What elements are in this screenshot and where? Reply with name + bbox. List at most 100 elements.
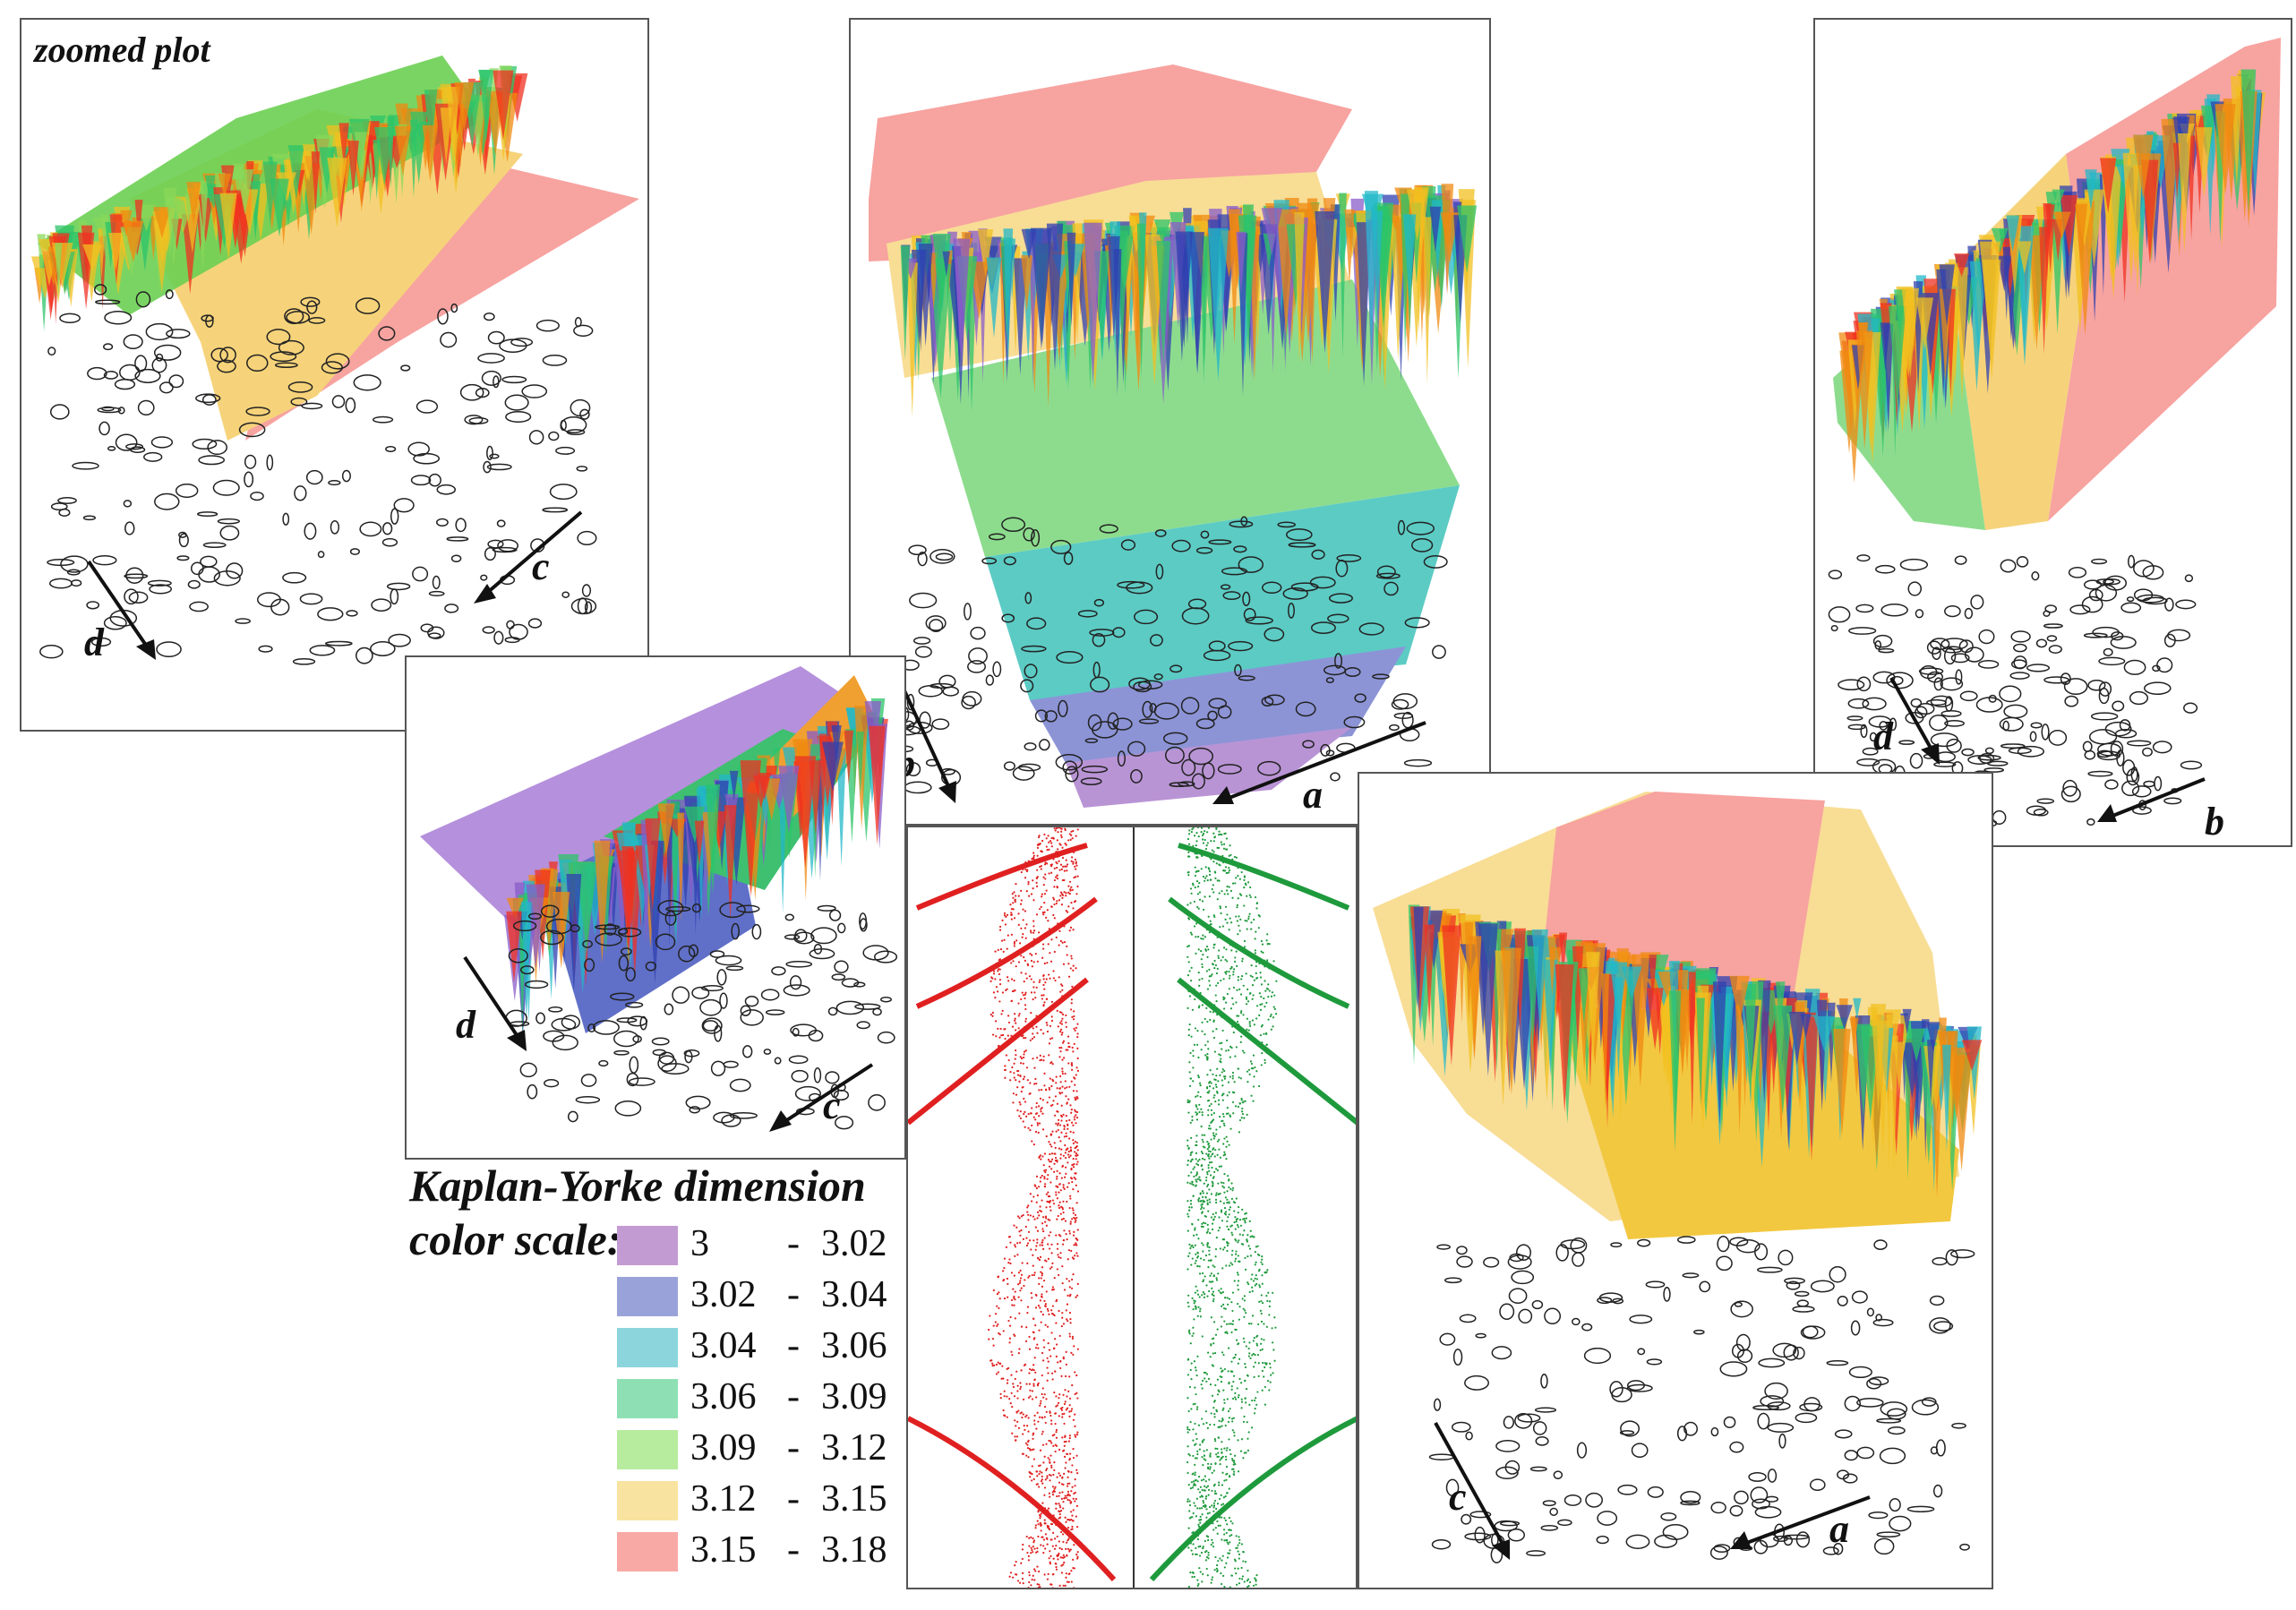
bifurcation-point xyxy=(1049,863,1052,866)
bifurcation-point xyxy=(1057,831,1059,834)
bifurcation-point xyxy=(1194,1366,1197,1369)
bifurcation-point xyxy=(1203,1207,1205,1210)
bifurcation-point xyxy=(1221,1503,1225,1505)
bifurcation-point xyxy=(1026,1079,1029,1082)
bifurcation-point xyxy=(1270,1028,1272,1031)
contour-line xyxy=(166,329,191,339)
bifurcation-point xyxy=(1238,1205,1240,1209)
contour-line xyxy=(446,536,469,542)
bifurcation-point xyxy=(1240,1566,1243,1570)
bifurcation-point xyxy=(1232,971,1235,973)
bifurcation-point xyxy=(1038,1583,1041,1586)
surface-spike xyxy=(394,125,412,176)
bifurcation-point xyxy=(1206,1057,1209,1059)
bifurcation-point xyxy=(1050,1243,1053,1246)
bifurcation-point xyxy=(1227,1112,1229,1115)
bifurcation-point xyxy=(1209,1018,1212,1022)
bifurcation-point xyxy=(1053,867,1056,869)
bifurcation-point xyxy=(1022,919,1024,921)
bifurcation-point xyxy=(1188,829,1191,832)
bifurcation-point xyxy=(1193,1360,1196,1363)
bifurcation-point xyxy=(1194,1402,1196,1405)
bifurcation-point xyxy=(1205,1006,1208,1010)
bifurcation-point xyxy=(1060,1547,1063,1551)
bifurcation-point xyxy=(1247,1355,1250,1357)
bifurcation-point xyxy=(1053,1277,1056,1280)
bifurcation-point xyxy=(999,1362,1002,1365)
bifurcation-point xyxy=(1074,1140,1076,1143)
contour-line xyxy=(618,955,630,972)
bifurcation-point xyxy=(1211,1394,1214,1397)
bifurcation-point xyxy=(1010,1392,1013,1394)
bifurcation-point xyxy=(1204,1459,1207,1461)
bifurcation-point xyxy=(1223,1479,1226,1482)
bifurcation-point xyxy=(1221,1071,1223,1074)
bifurcation-point xyxy=(1224,918,1227,921)
bifurcation-point xyxy=(1014,1290,1016,1293)
bifurcation-point xyxy=(1037,1511,1040,1513)
bifurcation-point xyxy=(1042,1538,1046,1541)
bifurcation-point xyxy=(1032,854,1036,857)
bifurcation-point xyxy=(1249,1255,1253,1257)
bifurcation-point xyxy=(1215,1192,1218,1195)
bifurcation-point xyxy=(1028,1348,1032,1350)
surface-red-region xyxy=(869,64,1352,261)
bifurcation-point xyxy=(1235,1239,1238,1242)
surface-spike xyxy=(1372,210,1384,321)
bifurcation-point xyxy=(1255,972,1257,974)
contour-line xyxy=(382,522,393,535)
contour-line xyxy=(964,603,972,621)
surface-spike xyxy=(869,725,886,845)
bifurcation-point xyxy=(1200,827,1204,829)
bifurcation-point xyxy=(1195,952,1197,955)
bifurcation-point xyxy=(1010,933,1013,936)
bifurcation-point xyxy=(1243,946,1247,948)
bifurcation-point xyxy=(1012,1101,1015,1104)
bifurcation-point xyxy=(1032,858,1035,861)
bifurcation-point xyxy=(1237,1544,1239,1546)
contour-line xyxy=(1940,638,1968,650)
bifurcation-point xyxy=(1209,1069,1212,1072)
bifurcation-point xyxy=(1069,1220,1072,1223)
bifurcation-point xyxy=(1188,1252,1191,1255)
bifurcation-point xyxy=(1211,849,1213,852)
contour-line xyxy=(1222,591,1241,601)
bifurcation-point xyxy=(1028,1239,1032,1242)
bifurcation-point xyxy=(1040,1177,1042,1179)
bifurcation-point xyxy=(1022,1433,1024,1435)
bifurcation-point xyxy=(1067,963,1070,965)
bifurcation-point xyxy=(1075,1117,1079,1119)
bifurcation-point xyxy=(1034,1130,1038,1134)
bifurcation-point xyxy=(1194,1027,1197,1030)
bifurcation-point xyxy=(1051,1587,1054,1588)
bifurcation-point xyxy=(1229,1529,1232,1532)
bifurcation-point xyxy=(1208,1104,1211,1108)
bifurcation-point xyxy=(1255,1403,1258,1406)
contour-line xyxy=(1918,667,1944,675)
bifurcation-point xyxy=(1023,1284,1025,1288)
bifurcation-point xyxy=(1223,843,1226,845)
surface-spike xyxy=(2015,226,2035,366)
bifurcation-point xyxy=(1067,839,1070,842)
contour-line xyxy=(217,359,236,373)
bifurcation-point xyxy=(1051,1158,1054,1160)
bifurcation-point xyxy=(1009,1571,1013,1574)
bifurcation-point xyxy=(1238,1239,1240,1242)
bifurcation-point xyxy=(1001,919,1004,921)
bifurcation-point xyxy=(1189,1368,1192,1372)
contour-line xyxy=(325,353,350,370)
contour-line xyxy=(576,466,588,472)
bifurcation-point xyxy=(1217,1193,1221,1195)
bifurcation-point xyxy=(1015,1435,1019,1438)
bifurcation-point xyxy=(1064,1072,1067,1075)
bifurcation-point xyxy=(1061,1017,1064,1020)
contour-line xyxy=(1155,563,1164,580)
bifurcation-point xyxy=(1261,1348,1264,1351)
bifurcation-point xyxy=(1067,1161,1069,1164)
bifurcation-point xyxy=(1240,978,1243,981)
bifurcation-point xyxy=(1024,1004,1027,1006)
bifurcation-point xyxy=(994,1313,998,1315)
contour-line xyxy=(561,591,570,598)
contour-line xyxy=(1286,528,1313,542)
contour-line xyxy=(1950,653,1970,664)
